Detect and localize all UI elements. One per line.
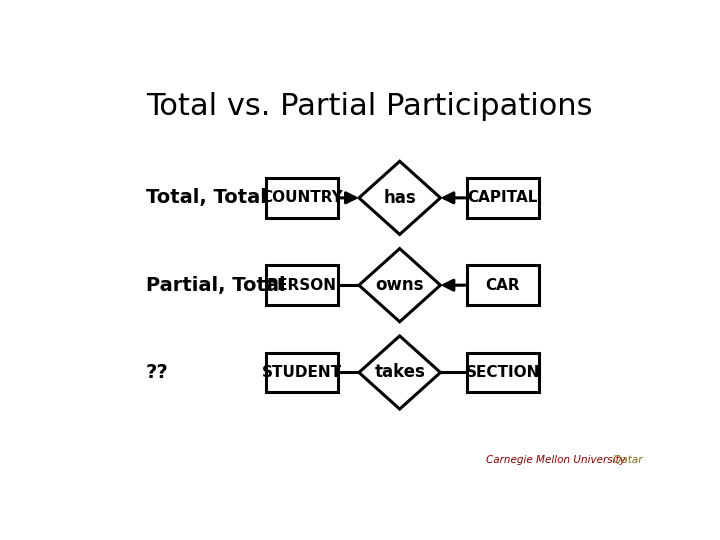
Bar [266,353,338,392]
Polygon shape [359,161,441,234]
Text: Total, Total: Total, Total [145,188,266,207]
Text: SECTION: SECTION [466,365,540,380]
Text: Partial, Total: Partial, Total [145,276,285,295]
Text: COUNTRY: COUNTRY [261,191,343,205]
Text: PERSON: PERSON [267,278,337,293]
Text: Carnegie Mellon University: Carnegie Mellon University [486,455,626,465]
Text: CAR: CAR [485,278,521,293]
Bar [266,178,338,218]
Text: ??: ?? [145,363,168,382]
Text: Qatar: Qatar [610,455,642,465]
Bar [266,266,338,305]
Text: takes: takes [374,363,425,381]
Text: Total vs. Partial Participations: Total vs. Partial Participations [145,92,593,121]
Bar [467,353,539,392]
Text: owns: owns [375,276,424,294]
Text: CAPITAL: CAPITAL [468,191,538,205]
Text: has: has [383,189,416,207]
Text: STUDENT: STUDENT [262,365,342,380]
Polygon shape [359,336,441,409]
Bar [467,266,539,305]
Bar [467,178,539,218]
Polygon shape [359,248,441,322]
